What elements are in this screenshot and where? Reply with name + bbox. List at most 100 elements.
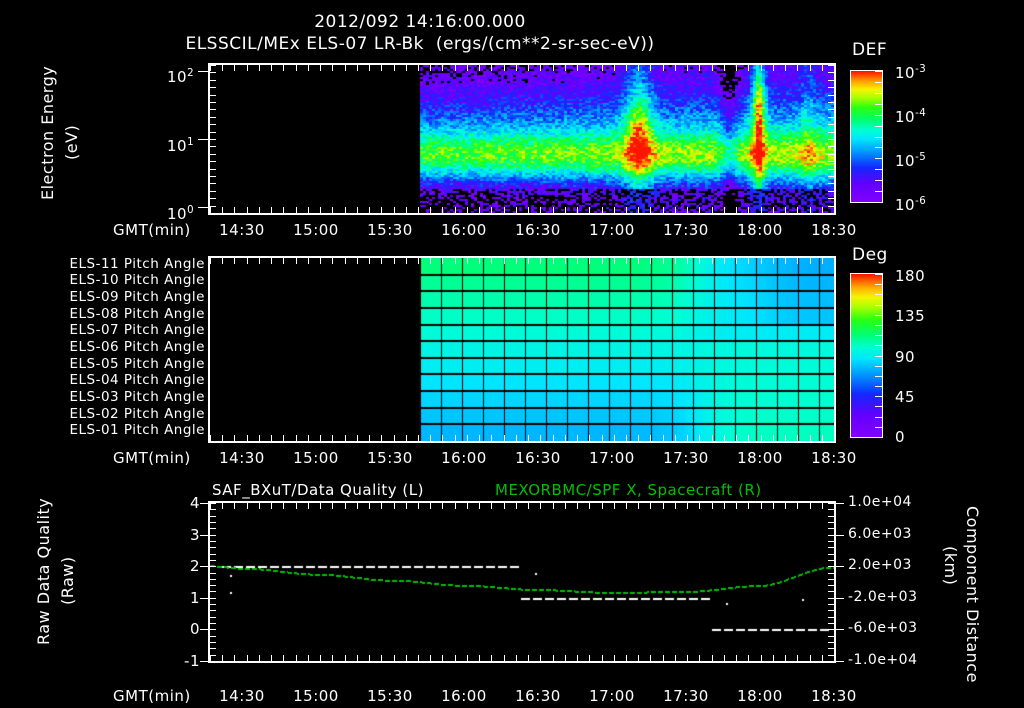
xtick-label: 18:30 [811,449,857,467]
pitch-angle-row-label: ELS-03 Pitch Angle [69,389,205,405]
def-colorbar-label-3: 10-6 [895,196,927,214]
axis-tick [210,642,216,643]
axis-tick [687,65,688,71]
axis-tick [565,655,566,661]
axis-tick [320,65,321,71]
axis-tick [210,528,216,529]
panel3-ytick-label-right: -1.0e+04 [848,652,918,668]
axis-tick [210,554,216,555]
panel3-ytick-label-left: -1 [184,652,200,670]
axis-tick [736,435,737,441]
axis-tick [296,207,297,213]
axis-tick [504,207,505,213]
axis-tick [296,435,297,441]
axis-tick [259,503,260,509]
axis-tick [828,154,834,155]
panel3-ytick-label-right: -2.0e+03 [848,589,918,605]
xtick-label: 17:00 [589,449,635,467]
axis-tick [602,503,603,509]
axis-tick [381,258,382,264]
xtick-label: 18:00 [737,221,783,239]
axis-tick [712,258,713,264]
axis-tick [247,258,248,264]
axis-tick [553,258,554,264]
axis-tick [614,655,615,661]
axis-tick [210,72,216,73]
axis-tick [528,655,529,661]
axis-tick-major [198,139,208,140]
axis-tick [369,655,370,661]
panel3-ytick-label-right: -6.0e+03 [848,620,918,636]
deg-colorbar-label-3: 45 [895,388,916,406]
axis-tick [516,258,517,264]
axis-tick [406,435,407,441]
axis-tick [875,137,883,138]
axis-tick [234,503,235,509]
axis-tick [828,585,834,586]
axis-tick [602,207,603,213]
pitch-angle-row-label: ELS-05 Pitch Angle [69,356,205,372]
axis-tick [875,417,883,418]
axis-tick [271,435,272,441]
axis-tick [528,435,529,441]
panel2-gmt-label: GMT(min) [113,449,191,467]
axis-tick [308,503,309,509]
axis-tick [479,655,480,661]
axis-tick [271,65,272,71]
pitch-angle-row-label: ELS-11 Pitch Angle [69,256,205,272]
axis-tick [785,207,786,213]
axis-tick [442,655,443,661]
axis-tick [247,207,248,213]
axis-tick [210,516,216,517]
axis-tick [259,435,260,441]
axis-tick [773,435,774,441]
axis-tick [785,655,786,661]
axis-tick [430,435,431,441]
axis-tick [761,258,762,264]
axis-tick [528,207,529,213]
axis-tick [638,65,639,71]
axis-tick [828,655,834,656]
axis-tick [875,345,883,346]
spectrogram-panel[interactable] [208,63,836,215]
xtick-label: 15:30 [367,221,413,239]
xtick-label: 15:00 [293,449,339,467]
xtick-label: 17:30 [663,221,709,239]
axis-tick [345,65,346,71]
axis-tick [712,655,713,661]
panel3-title-right: MEXORBMC/SPF X, Spacecraft (R) [495,481,762,499]
axis-tick [222,65,223,71]
axis-tick [455,503,456,509]
axis-tick [479,258,480,264]
axis-tick [699,503,700,509]
axis-tick [210,124,216,125]
axis-tick [614,435,615,441]
xtick-label: 15:30 [367,449,413,467]
axis-tick [828,516,834,517]
axis-tick [828,80,834,81]
axis-tick [381,207,382,213]
axis-tick [589,655,590,661]
axis-tick [345,258,346,264]
axis-tick [828,198,834,199]
axis-tick [308,655,309,661]
axis-tick [553,655,554,661]
axis-tick [797,503,798,509]
axis-tick [577,258,578,264]
axis-tick [565,207,566,213]
axis-tick [638,503,639,509]
axis-tick [442,435,443,441]
axis-tick [828,117,834,118]
xtick-label: 17:30 [663,449,709,467]
axis-tick [528,503,529,509]
axis-tick [540,503,541,509]
axis-tick [577,207,578,213]
def-colorbar-title: DEF [852,40,888,60]
axis-tick [822,258,823,264]
pitch-angle-panel[interactable] [208,256,836,443]
axis-tick [320,503,321,509]
panel3-ytick-label-left: 3 [189,526,200,544]
axis-tick [875,406,883,407]
line-plot-panel[interactable] [208,501,836,663]
axis-tick [663,65,664,71]
